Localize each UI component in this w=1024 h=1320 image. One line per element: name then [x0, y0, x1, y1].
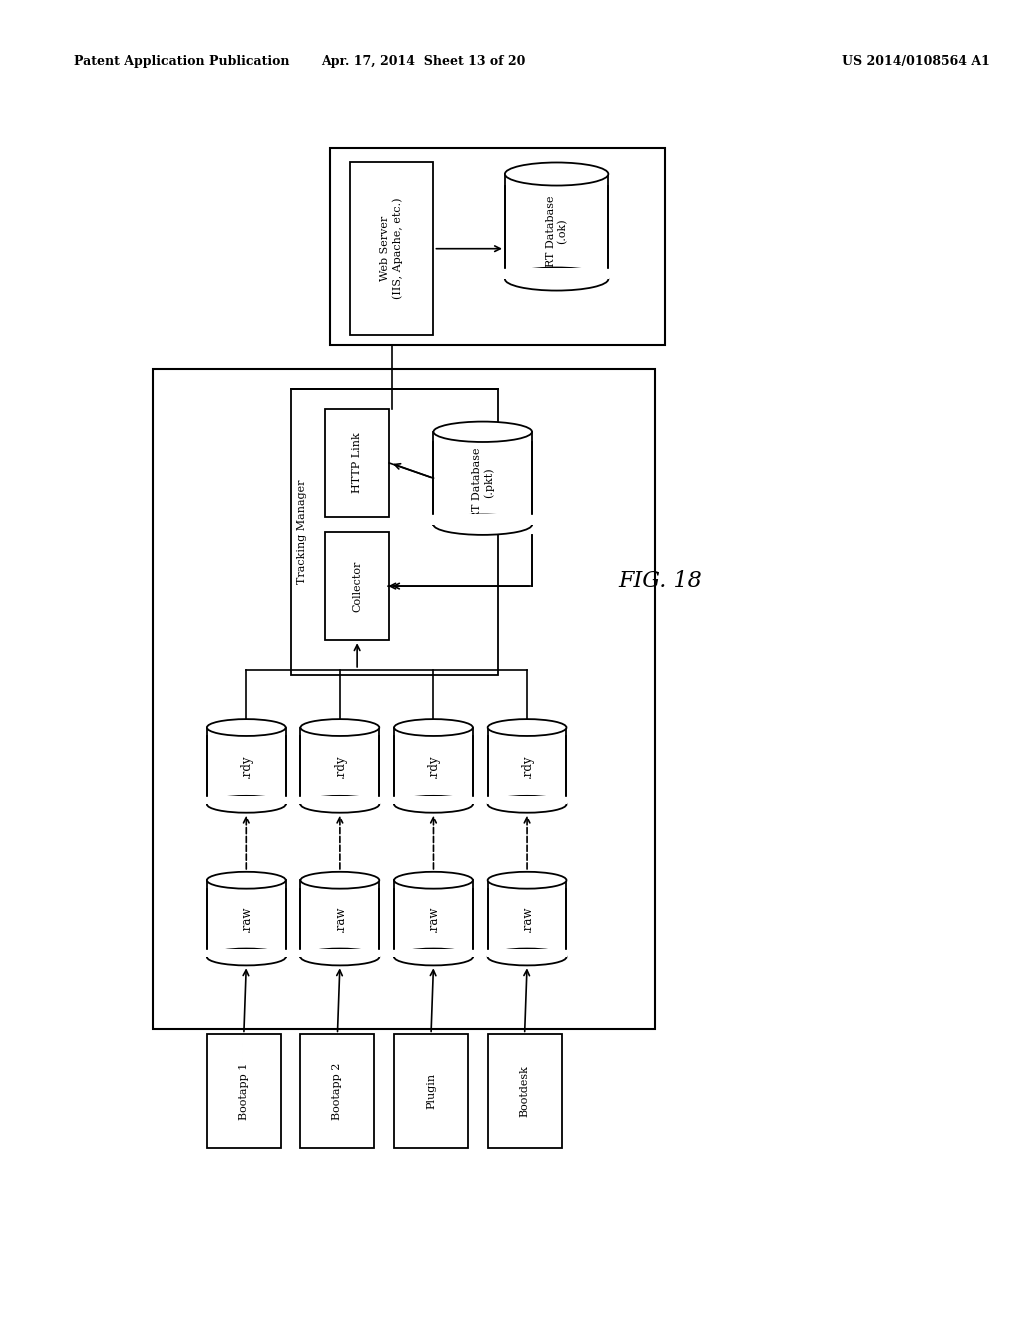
Text: .rdy: .rdy: [427, 754, 440, 777]
Text: Patent Application Publication: Patent Application Publication: [74, 54, 290, 67]
Bar: [486, 949, 567, 957]
Text: .raw: .raw: [520, 906, 534, 932]
Text: RT Database
(.ok): RT Database (.ok): [546, 195, 567, 267]
Bar: [300, 880, 379, 957]
Ellipse shape: [487, 949, 566, 965]
Bar: [299, 796, 380, 804]
Bar: [206, 949, 287, 957]
Bar: [393, 949, 474, 957]
Text: .rdy: .rdy: [240, 754, 253, 777]
Bar: [206, 796, 287, 804]
Text: Apr. 17, 2014  Sheet 13 of 20: Apr. 17, 2014 Sheet 13 of 20: [322, 54, 525, 67]
Bar: [325, 409, 389, 517]
Text: .rdy: .rdy: [334, 754, 346, 777]
Bar: [504, 268, 609, 279]
Bar: [394, 727, 473, 804]
Ellipse shape: [394, 719, 473, 737]
Ellipse shape: [207, 949, 286, 965]
Ellipse shape: [505, 268, 608, 290]
Text: HTTP Link: HTTP Link: [352, 433, 362, 494]
Text: Bootapp 2: Bootapp 2: [333, 1063, 342, 1119]
Bar: [207, 727, 286, 804]
Bar: [433, 432, 532, 524]
Bar: [350, 162, 433, 335]
Text: RT Database
(.pkt): RT Database (.pkt): [472, 447, 494, 519]
Bar: [505, 174, 608, 279]
Bar: [394, 880, 473, 957]
Text: .raw: .raw: [427, 906, 440, 932]
Ellipse shape: [487, 719, 566, 737]
Bar: [299, 949, 380, 957]
Text: Web Server
(IIS, Apache, etc.): Web Server (IIS, Apache, etc.): [381, 198, 402, 300]
Bar: [330, 148, 665, 345]
Ellipse shape: [487, 871, 566, 888]
Bar: [153, 370, 655, 1030]
Ellipse shape: [300, 871, 379, 888]
Text: Collector: Collector: [352, 561, 362, 611]
Text: Bootapp 1: Bootapp 1: [239, 1063, 249, 1119]
Ellipse shape: [207, 796, 286, 813]
Bar: [487, 1035, 561, 1147]
Text: Tracking Manager: Tracking Manager: [297, 479, 307, 585]
Ellipse shape: [300, 949, 379, 965]
Bar: [300, 727, 379, 804]
Ellipse shape: [300, 719, 379, 737]
Bar: [432, 515, 532, 524]
Text: Plugin: Plugin: [426, 1073, 436, 1109]
Text: Bootdesk: Bootdesk: [519, 1065, 529, 1117]
Text: .rdy: .rdy: [520, 754, 534, 777]
Ellipse shape: [394, 949, 473, 965]
Bar: [486, 796, 567, 804]
Ellipse shape: [433, 515, 532, 535]
Text: US 2014/0108564 A1: US 2014/0108564 A1: [843, 54, 990, 67]
Ellipse shape: [300, 796, 379, 813]
Bar: [291, 389, 498, 675]
Bar: [325, 532, 389, 640]
Bar: [393, 796, 474, 804]
Ellipse shape: [487, 796, 566, 813]
Bar: [207, 880, 286, 957]
Bar: [487, 880, 566, 957]
Ellipse shape: [394, 796, 473, 813]
Ellipse shape: [207, 719, 286, 737]
Ellipse shape: [505, 162, 608, 186]
Text: .raw: .raw: [240, 906, 253, 932]
Bar: [207, 1035, 281, 1147]
Bar: [300, 1035, 375, 1147]
Ellipse shape: [433, 421, 532, 442]
Bar: [487, 727, 566, 804]
Text: FIG. 18: FIG. 18: [618, 570, 701, 593]
Bar: [394, 1035, 468, 1147]
Ellipse shape: [207, 871, 286, 888]
Ellipse shape: [394, 871, 473, 888]
Text: .raw: .raw: [334, 906, 346, 932]
